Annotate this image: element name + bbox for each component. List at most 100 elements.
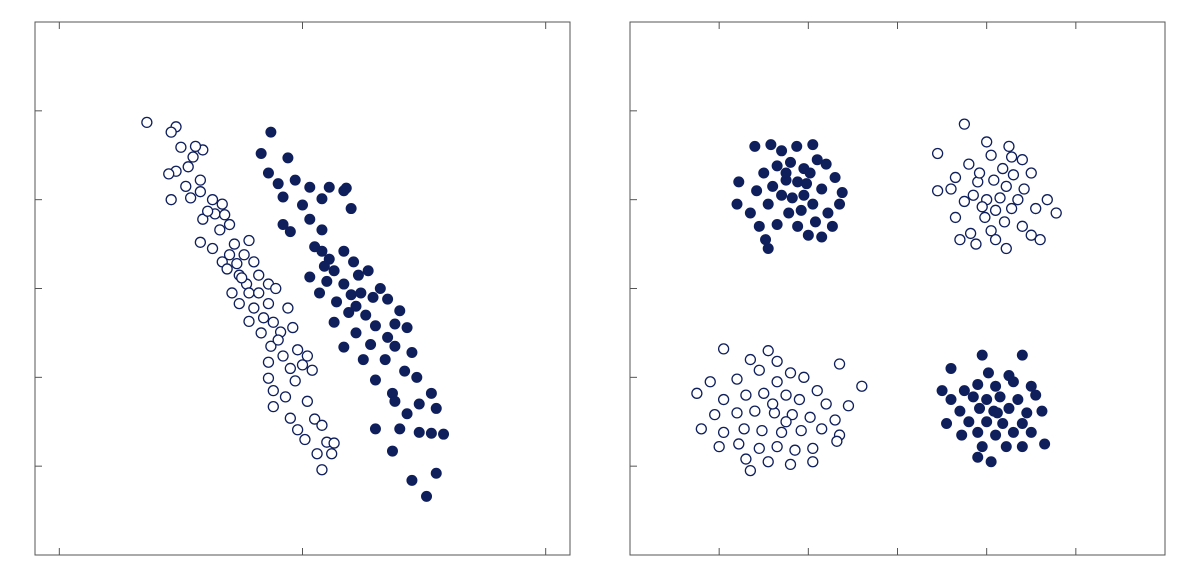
point xyxy=(816,423,828,435)
point xyxy=(265,340,277,352)
point xyxy=(316,464,328,476)
point xyxy=(304,181,316,193)
point xyxy=(717,343,730,355)
point xyxy=(301,395,314,407)
point xyxy=(801,178,813,190)
point xyxy=(949,171,962,184)
point xyxy=(430,402,442,414)
point xyxy=(262,372,275,384)
point xyxy=(389,318,401,330)
point xyxy=(820,398,832,410)
point xyxy=(753,442,765,455)
point xyxy=(988,174,1000,186)
point xyxy=(972,378,984,390)
plot xyxy=(629,21,1166,556)
point xyxy=(945,362,957,374)
point xyxy=(731,373,743,385)
point xyxy=(744,353,757,366)
point xyxy=(963,158,975,170)
point xyxy=(1012,394,1024,406)
point xyxy=(270,282,282,295)
point xyxy=(253,269,265,281)
point xyxy=(1041,194,1053,206)
point xyxy=(338,278,350,290)
point xyxy=(1016,349,1028,361)
point xyxy=(284,412,296,424)
point xyxy=(267,316,279,328)
point xyxy=(413,398,425,410)
point xyxy=(780,167,792,179)
point xyxy=(833,358,846,370)
point xyxy=(291,424,304,436)
point xyxy=(277,191,289,203)
point xyxy=(328,437,340,449)
point xyxy=(1016,154,1028,166)
point xyxy=(221,263,233,275)
point xyxy=(997,162,1009,175)
point xyxy=(795,204,807,216)
point xyxy=(964,227,977,240)
point xyxy=(238,249,250,261)
point xyxy=(379,354,391,366)
point xyxy=(956,429,968,441)
point xyxy=(382,331,394,343)
point xyxy=(842,400,855,412)
point xyxy=(399,365,411,377)
point xyxy=(822,207,834,219)
point xyxy=(267,385,279,397)
point xyxy=(345,203,357,215)
point xyxy=(958,385,970,397)
point xyxy=(1034,233,1046,246)
point xyxy=(749,405,761,417)
point xyxy=(180,180,192,192)
point xyxy=(786,408,798,421)
point xyxy=(809,216,821,228)
point xyxy=(970,238,982,250)
point xyxy=(340,182,352,194)
point xyxy=(277,350,289,362)
point xyxy=(936,385,948,397)
point xyxy=(768,407,781,419)
point xyxy=(836,187,848,199)
point xyxy=(762,198,774,210)
point xyxy=(807,139,819,151)
point xyxy=(792,176,804,188)
point xyxy=(299,433,311,446)
point xyxy=(1030,389,1042,401)
point xyxy=(1050,207,1062,219)
point xyxy=(350,327,362,339)
point xyxy=(738,423,750,435)
point xyxy=(740,389,752,401)
point xyxy=(248,302,260,314)
point xyxy=(165,194,177,206)
point xyxy=(267,400,279,413)
point xyxy=(771,440,783,453)
point xyxy=(357,354,369,366)
point xyxy=(967,189,979,201)
point xyxy=(248,256,260,268)
point xyxy=(731,407,743,419)
point xyxy=(1021,407,1033,419)
point xyxy=(695,423,707,435)
point xyxy=(979,211,991,224)
point xyxy=(314,287,326,299)
point xyxy=(255,327,267,339)
point xyxy=(369,423,381,435)
point xyxy=(753,364,765,376)
point xyxy=(826,220,838,232)
point xyxy=(348,256,360,268)
point xyxy=(981,394,993,406)
point xyxy=(1016,441,1028,453)
point xyxy=(301,350,314,362)
point xyxy=(931,147,944,160)
point xyxy=(309,413,321,425)
point xyxy=(744,464,757,477)
point xyxy=(792,220,804,232)
point xyxy=(197,213,209,225)
point xyxy=(289,174,301,186)
point xyxy=(326,448,338,460)
point xyxy=(762,456,774,468)
point xyxy=(401,408,413,420)
point xyxy=(262,167,274,179)
